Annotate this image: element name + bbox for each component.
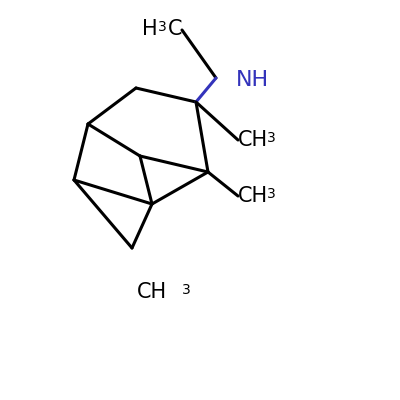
Text: CH: CH [137,282,167,302]
Text: 3: 3 [267,187,276,201]
Text: CH: CH [238,186,268,206]
Text: 3: 3 [267,131,276,145]
Text: NH: NH [236,70,269,90]
Text: C: C [168,19,182,39]
Text: 3: 3 [182,283,191,297]
Text: 3: 3 [158,20,167,34]
Text: CH: CH [238,130,268,150]
Text: H: H [142,19,158,39]
